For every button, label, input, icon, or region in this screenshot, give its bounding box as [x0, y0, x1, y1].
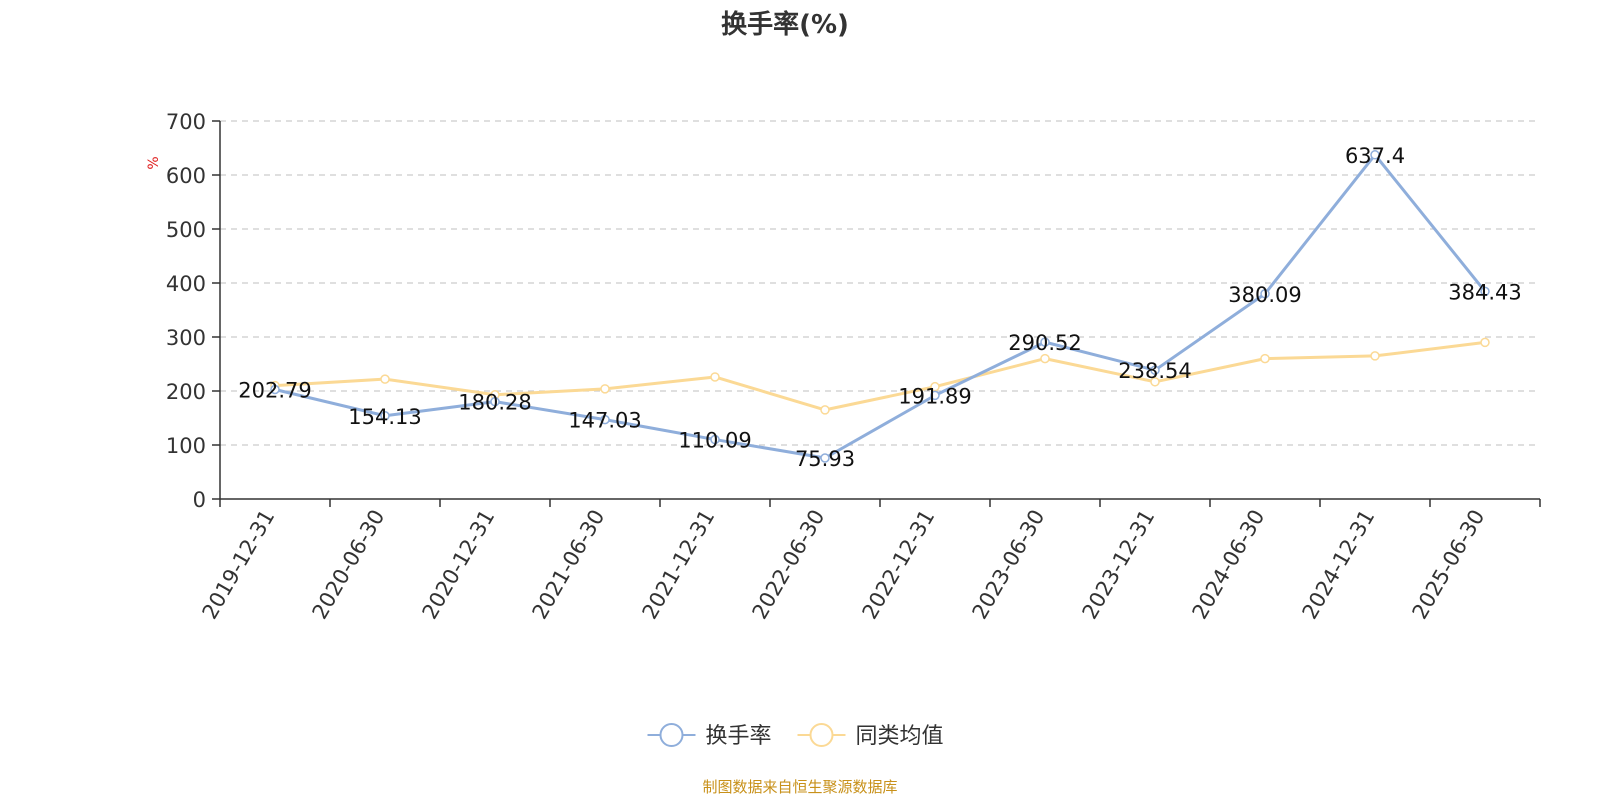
- x-tick-label: 2021-06-30: [528, 506, 610, 624]
- y-axis-unit: %: [146, 156, 162, 169]
- data-label: 180.28: [458, 391, 531, 415]
- y-tick-label: 0: [193, 488, 206, 512]
- data-point: [1260, 289, 1270, 299]
- series-lines: [270, 150, 1490, 463]
- legend-label: 同类均值: [856, 724, 944, 749]
- y-tick-label: 500: [166, 218, 206, 242]
- data-label: 154.13: [348, 405, 421, 429]
- data-point: [270, 384, 280, 395]
- data-labels: 202.79 154.13 180.28 147.03 110.09 75.93 191.8…: [238, 144, 1521, 471]
- x-tick-label: 2021-12-31: [638, 506, 720, 624]
- data-label: 191.89: [898, 384, 971, 408]
- series-line-0: [274, 153, 1487, 460]
- data-label: 238.54: [1118, 359, 1191, 383]
- data-label: 75.93: [795, 447, 855, 471]
- data-point: [710, 434, 720, 445]
- x-tick-label: 2022-12-31: [858, 506, 940, 624]
- data-label: 380.09: [1228, 283, 1301, 307]
- y-tick-label: 400: [166, 272, 206, 296]
- chart-title: 换手率(%): [721, 9, 849, 40]
- y-tick-label: 200: [166, 380, 206, 404]
- data-point: [1370, 150, 1380, 160]
- x-tick-label: 2020-06-30: [308, 506, 390, 624]
- x-tick-label: 2022-06-30: [748, 506, 830, 624]
- y-tick-label: 700: [166, 110, 206, 134]
- data-point: [930, 390, 940, 401]
- data-point: [1040, 337, 1050, 347]
- data-point: [1150, 377, 1160, 387]
- legend-marker-icon: [809, 723, 834, 747]
- axes: 0 100 200 300 400 500 600 700 2019-12-31 2020-06-…: [166, 110, 1541, 624]
- x-tick-label: 2025-06-30: [1408, 506, 1490, 624]
- data-label: 147.03: [568, 409, 641, 433]
- x-tick-label: 2024-12-31: [1298, 506, 1380, 624]
- data-point: [1040, 353, 1050, 364]
- x-tick-label: 2023-12-31: [1078, 506, 1160, 624]
- data-point: [380, 411, 390, 421]
- data-point: [600, 384, 610, 394]
- data-point: [1480, 286, 1490, 297]
- legend-item-0[interactable]: 换手率: [647, 723, 772, 749]
- data-point: [380, 374, 390, 384]
- y-tick-label: 600: [166, 164, 206, 188]
- y-tick-label: 100: [166, 434, 206, 458]
- source-note: 制图数据来自恒生聚源数据库: [702, 778, 897, 796]
- data-point: [600, 414, 610, 425]
- data-label: 110.09: [678, 429, 751, 453]
- legend-marker-icon: [659, 723, 684, 747]
- data-point: [1480, 337, 1490, 348]
- x-tick-label: 2019-12-31: [198, 506, 280, 624]
- data-label: 202.79: [238, 378, 311, 402]
- series-line-1: [274, 340, 1486, 412]
- legend-label: 换手率: [706, 724, 772, 749]
- data-label: 384.43: [1448, 280, 1521, 304]
- data-point: [1370, 351, 1380, 361]
- data-point: [490, 396, 500, 407]
- legend[interactable]: 换手率 同类均值: [647, 723, 944, 749]
- data-point: [1150, 365, 1160, 375]
- x-tick-label: 2023-06-30: [968, 506, 1050, 624]
- data-point: [710, 372, 720, 382]
- y-tick-label: 300: [166, 326, 206, 350]
- data-label: 637.4: [1345, 144, 1405, 168]
- legend-item-1[interactable]: 同类均值: [797, 723, 944, 749]
- x-tick-label: 2024-06-30: [1188, 506, 1270, 624]
- x-tick-label: 2020-12-31: [418, 506, 500, 624]
- data-point: [1260, 353, 1270, 364]
- data-point: [820, 405, 830, 415]
- data-label: 290.52: [1008, 331, 1081, 355]
- grid-lines: [220, 120, 1540, 446]
- data-point: [820, 453, 830, 463]
